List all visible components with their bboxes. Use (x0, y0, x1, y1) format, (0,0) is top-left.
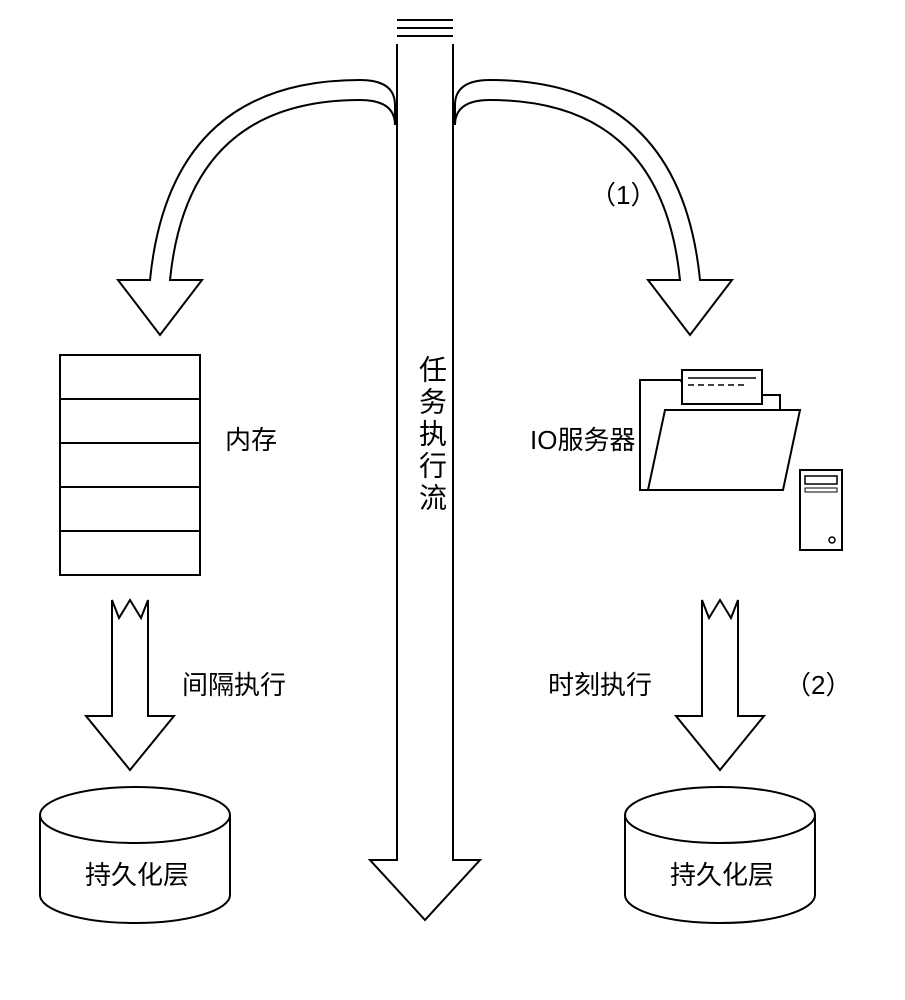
memory-stack-icon (60, 355, 200, 575)
left-cylinder-label: 持久化层 (85, 855, 189, 892)
right-down-arrow (676, 600, 764, 770)
right-arrow-label: 时刻执行 (548, 665, 652, 702)
right-cylinder-label: 持久化层 (670, 855, 774, 892)
memory-label: 内存 (225, 420, 277, 457)
io-server-icon (640, 370, 842, 550)
left-branch-arrow (118, 80, 395, 335)
io-server-label: IO服务器 (530, 420, 635, 457)
marker-2-label: （2） (785, 665, 851, 702)
left-down-arrow (86, 600, 174, 770)
center-arrow-label: 任务执行流 (411, 355, 451, 515)
left-arrow-label: 间隔执行 (182, 665, 286, 702)
marker-1-label: （1） (590, 175, 656, 212)
diagram-canvas (0, 0, 905, 1000)
